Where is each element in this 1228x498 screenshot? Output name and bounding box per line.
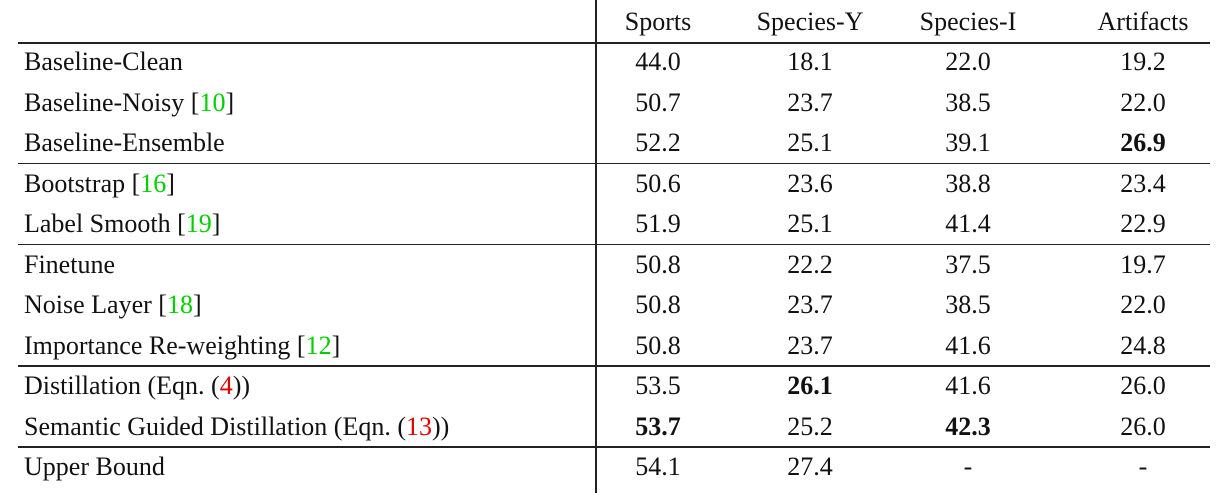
cell-value: 19.2 bbox=[1120, 47, 1166, 76]
row-label: Finetune bbox=[24, 245, 115, 285]
cell-value: 50.8 bbox=[635, 249, 681, 279]
cell-value: 22.0 bbox=[1120, 87, 1166, 117]
cell-value: 26.1 bbox=[787, 371, 833, 400]
citation: 4 bbox=[219, 371, 233, 400]
label-text: Finetune bbox=[24, 249, 115, 279]
cell-value: 22.2 bbox=[787, 249, 833, 279]
group-rule bbox=[18, 162, 1210, 164]
cell-value: 22.9 bbox=[1120, 209, 1166, 238]
cell-value: 23.7 bbox=[787, 87, 833, 117]
label-text: Baseline-Clean bbox=[24, 47, 183, 76]
cell-value: 23.7 bbox=[787, 290, 833, 319]
label-text: )) bbox=[432, 411, 450, 441]
cell-value: 50.8 bbox=[635, 330, 681, 360]
cell-value: 42.3 bbox=[945, 411, 991, 441]
cell-value: 44.0 bbox=[635, 47, 681, 76]
row-label: Bootstrap [16] bbox=[24, 164, 175, 204]
cell-value: 22.0 bbox=[1120, 290, 1166, 319]
cell-value: 38.5 bbox=[945, 290, 991, 319]
cell-value: 23.4 bbox=[1120, 168, 1166, 198]
cell-value: 50.7 bbox=[635, 87, 681, 117]
citation: 12 bbox=[305, 330, 332, 360]
label-text: Baseline-Ensemble bbox=[24, 128, 225, 157]
cell-value: 37.5 bbox=[945, 249, 991, 279]
column-header: Species-Y bbox=[756, 7, 864, 36]
group-rule bbox=[18, 446, 1210, 448]
row-label: Noise Layer [18] bbox=[24, 285, 202, 325]
row-label: Baseline-Noisy [10] bbox=[24, 83, 234, 123]
header-rule bbox=[18, 42, 1210, 44]
cell-value: 25.2 bbox=[787, 411, 833, 441]
column-header: Sports bbox=[624, 7, 692, 36]
label-text: Bootstrap [ bbox=[24, 168, 141, 198]
column-divider bbox=[595, 0, 597, 493]
cell-value: 41.6 bbox=[945, 371, 991, 400]
citation: 13 bbox=[406, 411, 432, 441]
label-text: ] bbox=[166, 168, 175, 198]
label-text: Noise Layer [ bbox=[24, 290, 167, 319]
label-text: Upper Bound bbox=[24, 452, 165, 481]
label-text: ] bbox=[225, 87, 235, 117]
citation: 18 bbox=[166, 290, 193, 319]
cell-value: - bbox=[963, 452, 973, 481]
group-rule bbox=[18, 243, 1210, 245]
label-text: Semantic Guided Distillation (Eqn. ( bbox=[24, 411, 406, 441]
cell-value: 26.9 bbox=[1120, 128, 1166, 157]
cell-value: 51.9 bbox=[635, 209, 681, 238]
row-label: Importance Re-weighting [12] bbox=[24, 326, 340, 366]
cell-value: 41.6 bbox=[945, 330, 991, 360]
label-text: Distillation (Eqn. ( bbox=[24, 371, 220, 400]
group-rule bbox=[18, 365, 1210, 367]
row-label: Baseline-Clean bbox=[24, 42, 183, 82]
cell-value: 23.6 bbox=[787, 168, 833, 198]
cell-value: 39.1 bbox=[945, 128, 991, 157]
row-label: Upper Bound bbox=[24, 447, 165, 487]
cell-value: 26.0 bbox=[1120, 411, 1166, 441]
column-header: Artifacts bbox=[1097, 7, 1189, 36]
cell-value: 53.7 bbox=[635, 411, 681, 441]
label-text: Importance Re-weighting [ bbox=[24, 330, 306, 360]
citation: 10 bbox=[199, 87, 226, 117]
row-label: Label Smooth [19] bbox=[24, 204, 220, 244]
cell-value: 26.0 bbox=[1120, 371, 1166, 400]
cell-value: 41.4 bbox=[945, 209, 991, 238]
cell-value: 18.1 bbox=[787, 47, 833, 76]
label-text: ] bbox=[331, 330, 341, 360]
label-text: ] bbox=[211, 209, 221, 238]
cell-value: 38.8 bbox=[945, 168, 991, 198]
cell-value: 19.7 bbox=[1120, 249, 1166, 279]
cell-value: 22.0 bbox=[945, 47, 991, 76]
cell-value: - bbox=[1138, 452, 1148, 481]
row-label: Baseline-Ensemble bbox=[24, 123, 225, 163]
citation: 16 bbox=[140, 168, 167, 198]
label-text: )) bbox=[232, 371, 251, 400]
cell-value: 50.8 bbox=[635, 290, 681, 319]
cell-value: 24.8 bbox=[1120, 330, 1166, 360]
row-label: Semantic Guided Distillation (Eqn. (13)) bbox=[24, 407, 449, 447]
column-header: Species-I bbox=[919, 7, 1017, 36]
cell-value: 27.4 bbox=[787, 452, 833, 481]
cell-value: 50.6 bbox=[635, 168, 681, 198]
cell-value: 52.2 bbox=[635, 128, 681, 157]
citation: 19 bbox=[185, 209, 212, 238]
cell-value: 54.1 bbox=[635, 452, 681, 481]
cell-value: 25.1 bbox=[787, 128, 833, 157]
row-label: Distillation (Eqn. (4)) bbox=[24, 366, 250, 406]
label-text: Baseline-Noisy [ bbox=[24, 87, 200, 117]
label-text: Label Smooth [ bbox=[24, 209, 186, 238]
label-text: ] bbox=[192, 290, 202, 319]
cell-value: 53.5 bbox=[635, 371, 681, 400]
cell-value: 38.5 bbox=[945, 87, 991, 117]
cell-value: 25.1 bbox=[787, 209, 833, 238]
cell-value: 23.7 bbox=[787, 330, 833, 360]
